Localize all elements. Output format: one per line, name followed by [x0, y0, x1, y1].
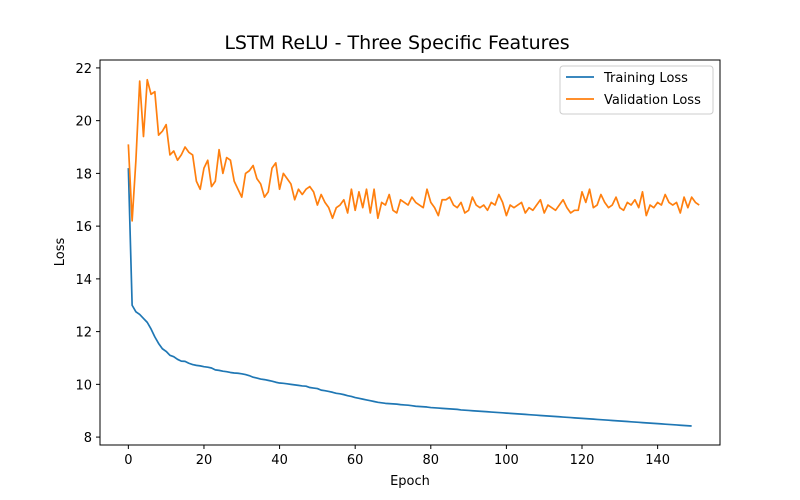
legend-label-training: Training Loss — [603, 71, 688, 86]
y-tick-label: 8 — [84, 431, 92, 446]
series-line-validation-loss — [127, 78, 700, 222]
x-tick-label: 40 — [271, 453, 288, 468]
y-tick-label: 14 — [75, 273, 92, 288]
x-tick-label: 80 — [423, 453, 440, 468]
plot-area — [127, 78, 700, 427]
legend-box — [559, 65, 714, 115]
y-tick-label: 16 — [75, 220, 92, 235]
y-tick-label: 22 — [75, 62, 92, 77]
chart-title: LSTM ReLU - Three Specific Features — [224, 32, 569, 54]
x-tick-label: 140 — [645, 453, 670, 468]
x-tick-label: 100 — [494, 453, 519, 468]
plot-frame — [99, 59, 721, 446]
x-axis: 0 20 40 60 80 100 120 140 — [124, 445, 670, 468]
y-tick-label: 10 — [75, 378, 92, 393]
y-axis: 8 10 12 14 16 18 20 22 — [75, 62, 100, 446]
y-tick-label: 18 — [75, 167, 92, 182]
y-tick-label: 12 — [75, 326, 92, 341]
series-line-training-loss — [127, 168, 692, 427]
x-tick-label: 0 — [124, 453, 132, 468]
x-tick-label: 60 — [347, 453, 364, 468]
legend: Training Loss Validation Loss — [559, 65, 714, 115]
x-tick-label: 20 — [196, 453, 213, 468]
y-axis-label: Loss — [53, 238, 68, 267]
x-axis-label: Epoch — [390, 474, 430, 489]
x-tick-label: 120 — [570, 453, 595, 468]
legend-label-validation: Validation Loss — [604, 93, 701, 108]
y-tick-label: 20 — [75, 115, 92, 130]
